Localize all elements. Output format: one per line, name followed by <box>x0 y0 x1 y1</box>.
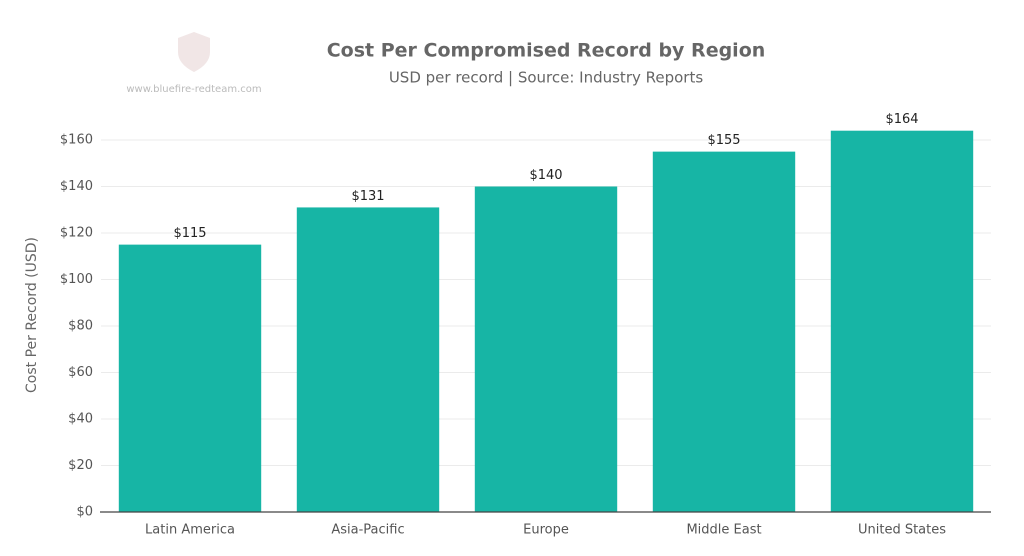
bar <box>830 130 974 512</box>
y-tick-label: $140 <box>60 179 93 194</box>
y-tick-label: $0 <box>76 505 93 520</box>
bar <box>474 186 618 512</box>
x-tick-label: Europe <box>523 523 569 538</box>
x-tick-label: Asia-Pacific <box>331 523 404 538</box>
bar <box>652 151 796 512</box>
watermark: www.bluefire-redteam.com <box>126 84 261 95</box>
bar <box>118 244 262 512</box>
y-tick-label: $20 <box>68 458 93 473</box>
value-label: $155 <box>707 133 740 148</box>
watermark-icon <box>178 32 210 72</box>
y-tick-label: $40 <box>68 412 93 427</box>
x-tick-label: Latin America <box>145 523 235 538</box>
value-label: $140 <box>529 168 562 183</box>
y-tick-label: $160 <box>60 133 93 148</box>
x-tick-label: Middle East <box>686 523 761 538</box>
y-tick-label: $100 <box>60 272 93 287</box>
y-tick-label: $80 <box>68 319 93 334</box>
chart-title: Cost Per Compromised Record by Region <box>327 40 766 62</box>
x-tick-label: United States <box>858 523 946 538</box>
value-label: $115 <box>173 226 206 241</box>
value-label: $164 <box>885 112 918 127</box>
value-label: $131 <box>351 189 384 204</box>
bar <box>296 207 440 513</box>
y-tick-label: $120 <box>60 226 93 241</box>
y-tick-label: $60 <box>68 365 93 380</box>
y-axis-label: Cost Per Record (USD) <box>24 237 40 393</box>
chart-subtitle: USD per record | Source: Industry Report… <box>389 69 704 87</box>
